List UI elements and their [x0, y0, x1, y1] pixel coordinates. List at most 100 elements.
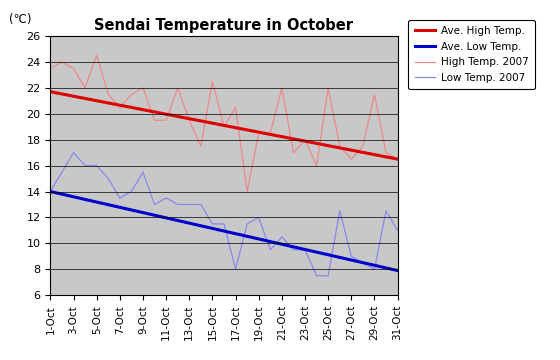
Ave. High Temp.: [278, 135, 285, 139]
Low Temp. 2007: [337, 209, 343, 213]
Ave. Low Temp.: [151, 213, 158, 217]
High Temp. 2007: [151, 118, 158, 122]
Ave. High Temp.: [325, 144, 332, 148]
Ave. Low Temp.: [278, 242, 285, 246]
Low Temp. 2007: [186, 202, 193, 207]
Ave. High Temp.: [337, 146, 343, 150]
Low Temp. 2007: [221, 222, 227, 226]
Text: (℃): (℃): [9, 13, 31, 26]
Low Temp. 2007: [232, 267, 239, 271]
High Temp. 2007: [209, 79, 216, 84]
Ave. High Temp.: [209, 121, 216, 125]
Low Temp. 2007: [94, 163, 100, 168]
Low Temp. 2007: [70, 150, 77, 155]
Low Temp. 2007: [128, 189, 135, 194]
Line: Ave. Low Temp.: Ave. Low Temp.: [50, 192, 398, 271]
High Temp. 2007: [116, 105, 123, 109]
Ave. High Temp.: [290, 137, 297, 141]
Ave. Low Temp.: [382, 266, 389, 270]
High Temp. 2007: [139, 86, 146, 90]
Low Temp. 2007: [209, 222, 216, 226]
Low Temp. 2007: [82, 163, 88, 168]
Line: Ave. High Temp.: Ave. High Temp.: [50, 92, 398, 159]
Ave. Low Temp.: [360, 261, 366, 265]
High Temp. 2007: [371, 92, 378, 96]
Ave. High Temp.: [105, 101, 111, 105]
Ave. Low Temp.: [394, 269, 401, 273]
Ave. High Temp.: [267, 132, 274, 136]
High Temp. 2007: [186, 118, 193, 122]
High Temp. 2007: [290, 150, 297, 155]
Ave. High Temp.: [174, 114, 181, 118]
Line: Low Temp. 2007: Low Temp. 2007: [50, 153, 398, 276]
High Temp. 2007: [302, 138, 309, 142]
Low Temp. 2007: [116, 196, 123, 200]
Ave. High Temp.: [394, 157, 401, 161]
Ave. Low Temp.: [313, 250, 320, 254]
High Temp. 2007: [255, 131, 262, 135]
Low Temp. 2007: [313, 274, 320, 278]
Ave. Low Temp.: [116, 205, 123, 210]
Ave. Low Temp.: [70, 195, 77, 199]
Low Temp. 2007: [151, 202, 158, 207]
Ave. High Temp.: [186, 117, 193, 121]
Ave. High Temp.: [198, 119, 204, 123]
Ave. Low Temp.: [47, 189, 54, 194]
Ave. Low Temp.: [325, 253, 332, 257]
Ave. High Temp.: [255, 130, 262, 134]
Low Temp. 2007: [360, 261, 366, 265]
Ave. Low Temp.: [174, 219, 181, 223]
High Temp. 2007: [59, 60, 66, 64]
High Temp. 2007: [232, 105, 239, 109]
Ave. High Temp.: [70, 94, 77, 98]
Ave. High Temp.: [139, 108, 146, 112]
Ave. Low Temp.: [128, 208, 135, 212]
Ave. High Temp.: [82, 96, 88, 101]
High Temp. 2007: [128, 92, 135, 96]
Ave. High Temp.: [371, 153, 378, 157]
Ave. Low Temp.: [221, 229, 227, 233]
High Temp. 2007: [278, 86, 285, 90]
High Temp. 2007: [198, 144, 204, 148]
Low Temp. 2007: [371, 267, 378, 271]
Ave. Low Temp.: [290, 245, 297, 249]
Low Temp. 2007: [278, 235, 285, 239]
High Temp. 2007: [382, 150, 389, 155]
High Temp. 2007: [70, 66, 77, 71]
Ave. Low Temp.: [255, 237, 262, 241]
Low Temp. 2007: [105, 176, 111, 181]
High Temp. 2007: [313, 163, 320, 168]
High Temp. 2007: [337, 144, 343, 148]
Ave. High Temp.: [221, 123, 227, 127]
Low Temp. 2007: [244, 222, 250, 226]
Ave. High Temp.: [302, 139, 309, 143]
Low Temp. 2007: [47, 189, 54, 194]
Low Temp. 2007: [163, 196, 170, 200]
Low Temp. 2007: [198, 202, 204, 207]
Ave. High Temp.: [116, 103, 123, 107]
Low Temp. 2007: [267, 248, 274, 252]
High Temp. 2007: [267, 131, 274, 135]
Ave. Low Temp.: [94, 200, 100, 204]
Ave. Low Temp.: [232, 231, 239, 236]
High Temp. 2007: [325, 86, 332, 90]
Ave. High Temp.: [313, 141, 320, 145]
Ave. Low Temp.: [371, 263, 378, 267]
High Temp. 2007: [82, 86, 88, 90]
Low Temp. 2007: [394, 228, 401, 233]
Ave. Low Temp.: [82, 197, 88, 202]
Ave. High Temp.: [47, 90, 54, 94]
Ave. High Temp.: [348, 148, 354, 152]
Low Temp. 2007: [290, 248, 297, 252]
Ave. High Temp.: [232, 126, 239, 130]
Low Temp. 2007: [325, 274, 332, 278]
Low Temp. 2007: [302, 248, 309, 252]
Ave. Low Temp.: [337, 255, 343, 260]
Ave. High Temp.: [59, 92, 66, 96]
Ave. Low Temp.: [59, 192, 66, 196]
Ave. Low Temp.: [348, 258, 354, 262]
High Temp. 2007: [163, 118, 170, 122]
Low Temp. 2007: [348, 254, 354, 258]
Ave. High Temp.: [163, 112, 170, 116]
High Temp. 2007: [360, 144, 366, 148]
